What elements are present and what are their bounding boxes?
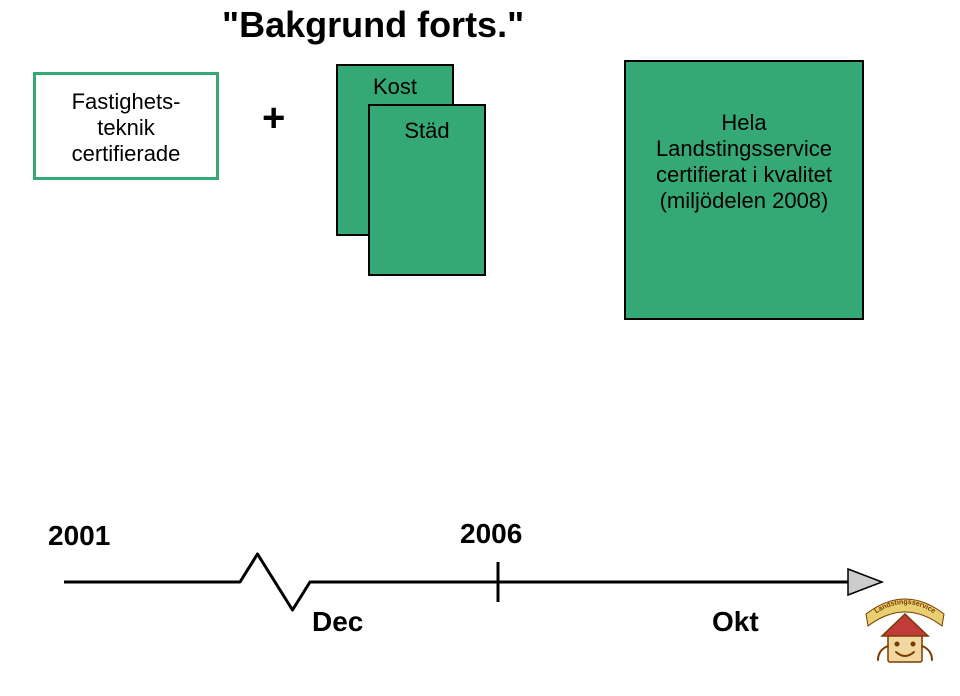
line: certifierat i kvalitet — [626, 162, 862, 188]
year-2001: 2001 — [48, 520, 110, 552]
month-dec: Dec — [312, 606, 363, 638]
line: Hela — [626, 110, 862, 136]
box-stad-label: Städ — [370, 106, 484, 144]
logo-landstingsservice: Landstingsservice — [860, 590, 950, 670]
box-fastighetsteknik: Fastighets- teknik certifierade — [33, 72, 219, 180]
line: teknik — [36, 115, 216, 141]
month-okt: Okt — [712, 606, 759, 638]
box-hela-text: Hela Landstingsservice certifierat i kva… — [626, 62, 862, 214]
page-title: "Bakgrund forts." — [222, 4, 524, 46]
line: Fastighets- — [36, 89, 216, 115]
box-fastighetsteknik-text: Fastighets- teknik certifierade — [36, 75, 216, 167]
box-stad: Städ — [368, 104, 486, 276]
logo-svg: Landstingsservice — [860, 590, 950, 670]
year-2006: 2006 — [460, 518, 522, 550]
plus-sign: + — [262, 96, 285, 141]
box-kost-label: Kost — [338, 66, 452, 100]
line: (miljödelen 2008) — [626, 188, 862, 214]
line: certifierade — [36, 141, 216, 167]
box-hela: Hela Landstingsservice certifierat i kva… — [624, 60, 864, 320]
line: Landstingsservice — [626, 136, 862, 162]
